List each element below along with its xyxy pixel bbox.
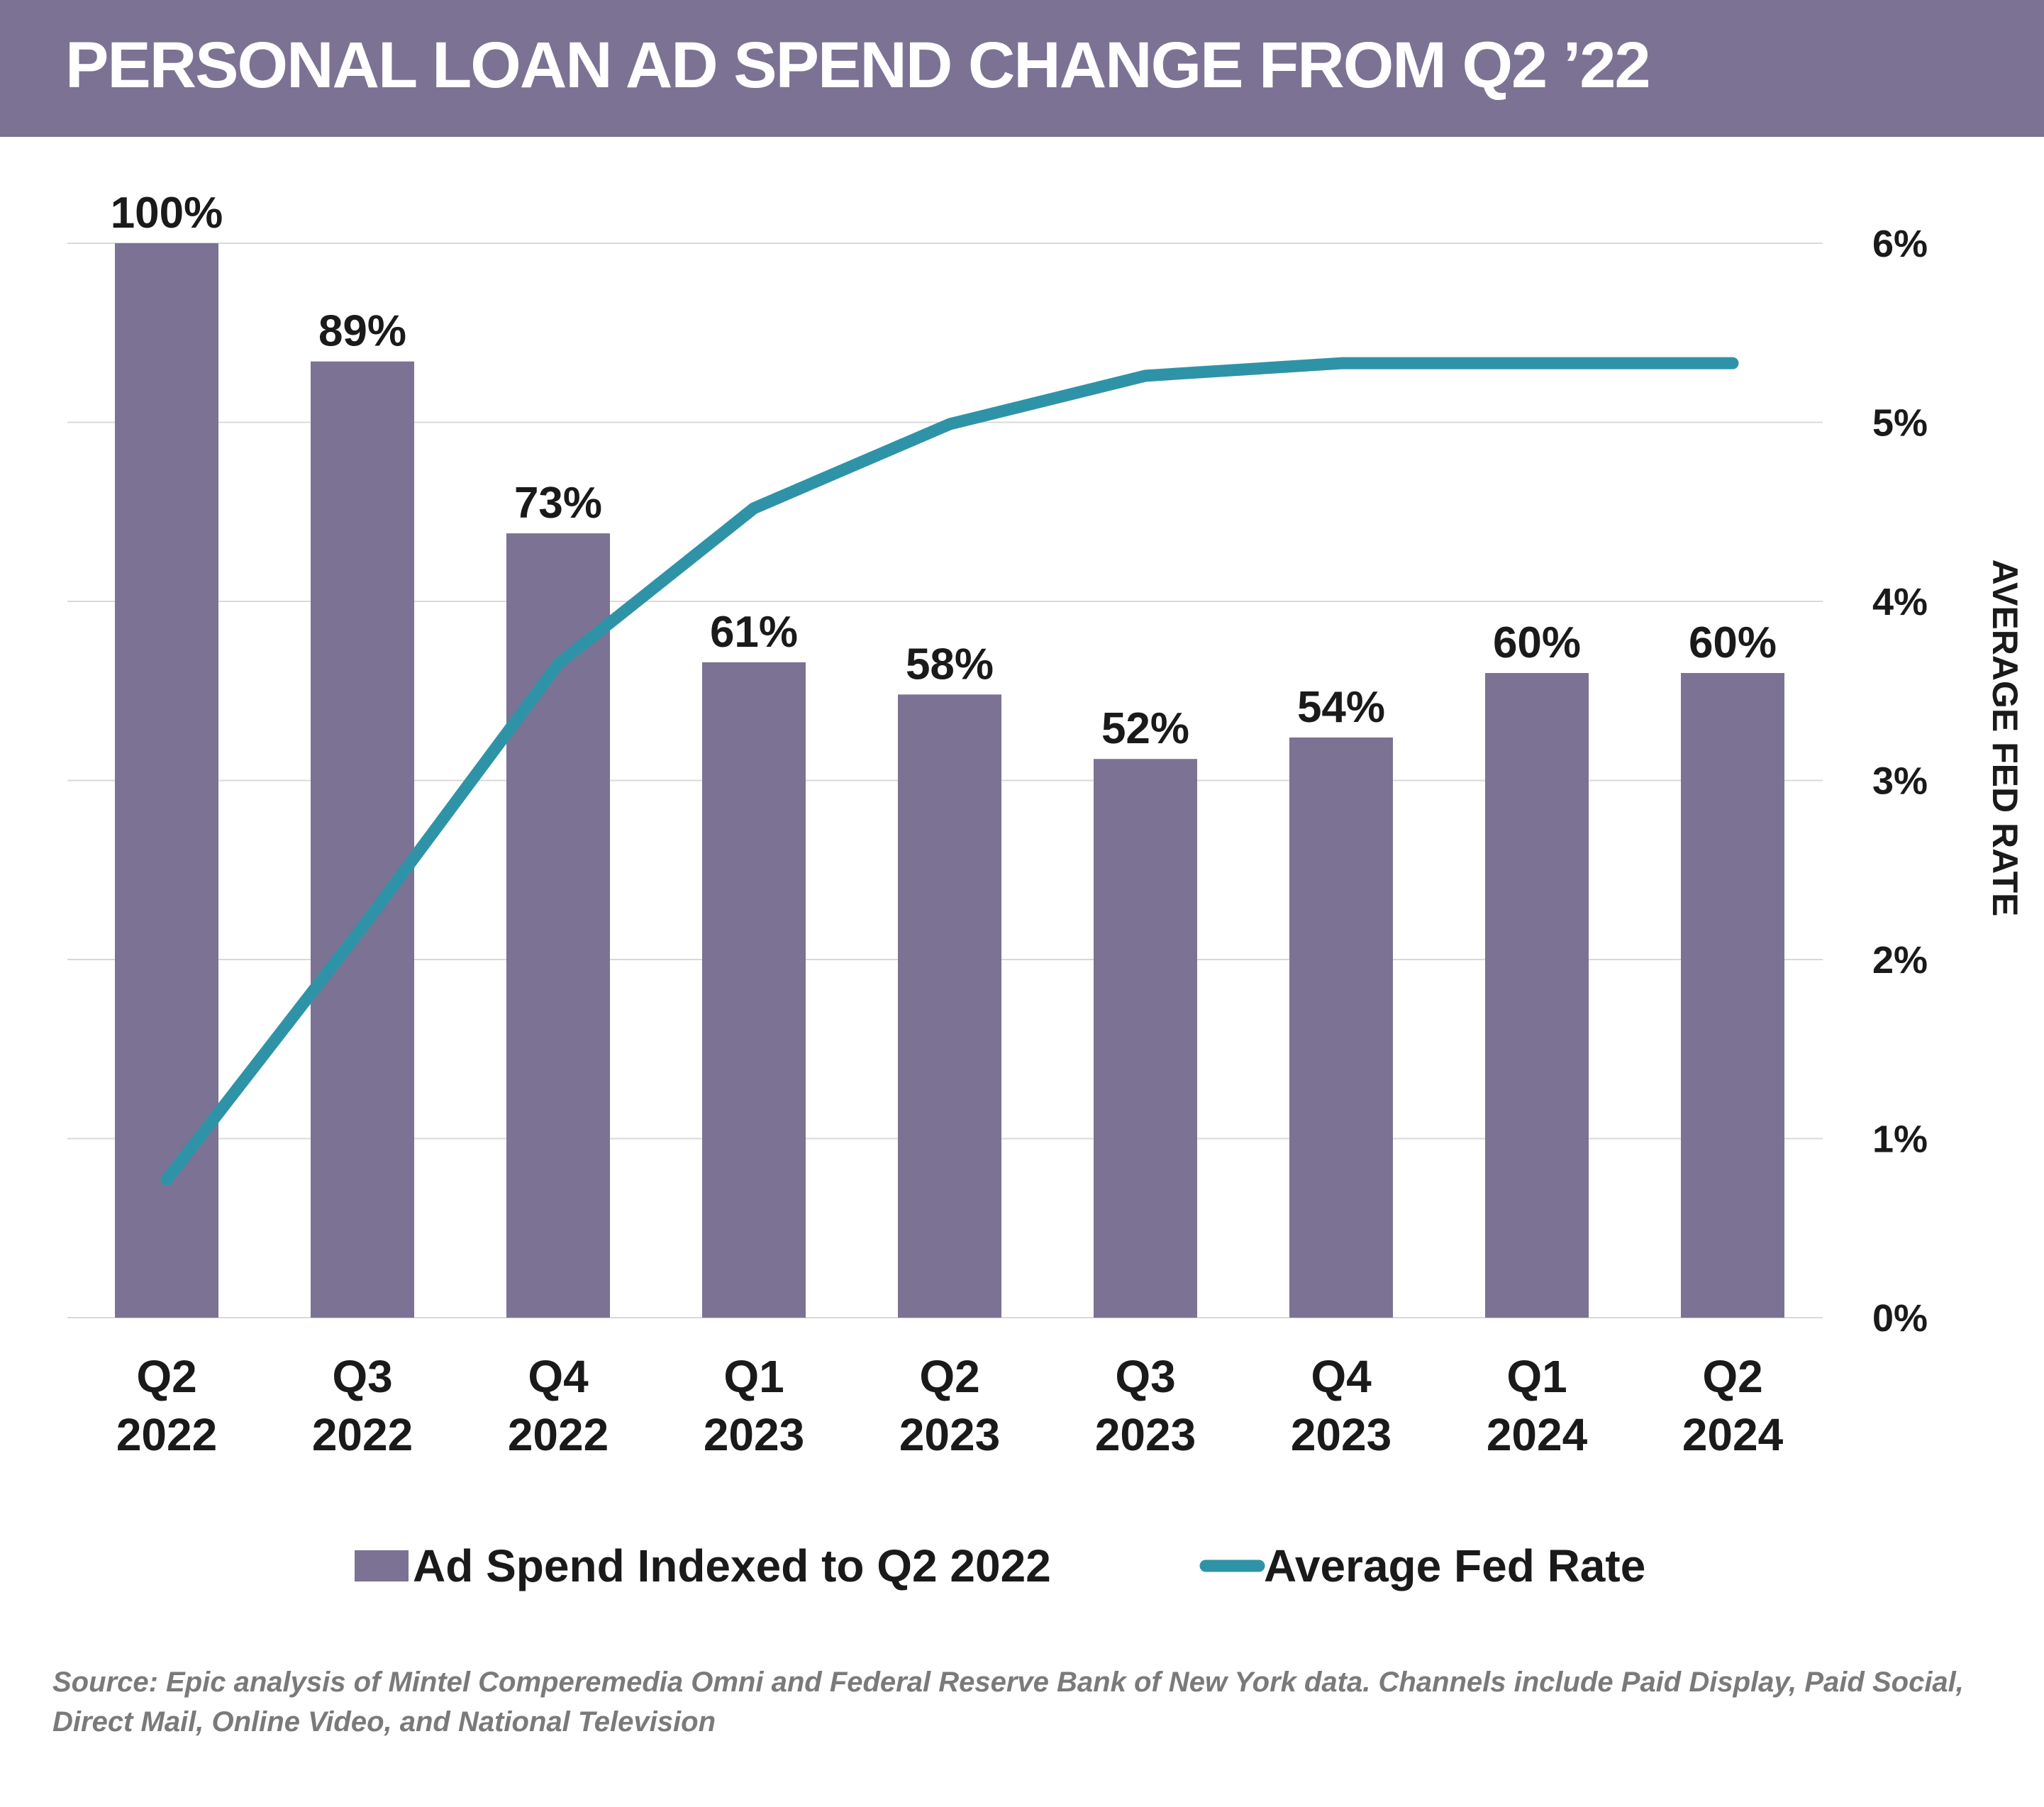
bar-data-label: 89% [318,307,406,356]
x-tick-label: Q4 [528,1351,589,1402]
bar-data-label: 58% [906,640,994,689]
bar-data-label: 60% [1493,618,1581,667]
x-tick-label: Q4 [1311,1351,1372,1402]
y2-tick-label: 2% [1872,939,1928,982]
bar [1485,673,1589,1318]
bar [1289,737,1393,1318]
bar-data-label: 100% [111,189,223,238]
bar [1681,673,1784,1318]
chart-title: PERSONAL LOAN AD SPEND CHANGE FROM Q2 ’2… [65,29,1651,101]
legend-line-label: Average Fed Rate [1264,1540,1645,1591]
x-tick-label: Q3 [332,1351,392,1402]
x-tick-label: 2023 [1291,1409,1392,1460]
bar-data-label: 60% [1689,618,1777,667]
x-tick-label: Q2 [919,1351,979,1402]
chart-area: 0% 1% 2% 3% 4% 5% 6% AVERAGE FED RATE Q2 2022 Q3 20… [67,189,2025,1591]
bar [115,243,218,1318]
x-tick-label: Q2 [1702,1351,1762,1402]
y2-tick-label: 0% [1872,1297,1928,1340]
x-tick-label: 2022 [508,1409,609,1460]
bar-data-label: 73% [514,479,602,528]
x-tick-label: Q2 [136,1351,196,1402]
y2-tick-label: 4% [1872,581,1928,623]
x-tick-label: 2022 [312,1409,413,1460]
source-note: Source: Epic analysis of Mintel Comperem… [52,1667,1964,1738]
x-tick-label: 2024 [1682,1409,1784,1460]
x-tick-label: Q1 [723,1351,784,1402]
y2-tick-label: 1% [1872,1118,1928,1161]
x-tick-label: 2023 [1095,1409,1196,1460]
fed-rate-line [160,357,1739,1186]
bar [1094,759,1197,1318]
y2-axis-title: AVERAGE FED RATE [1985,560,2025,917]
title-band: PERSONAL LOAN AD SPEND CHANGE FROM Q2 ’2… [0,0,2044,137]
bar [702,662,806,1318]
x-tick-label: 2023 [899,1409,1000,1460]
x-tick-label: Q1 [1506,1351,1567,1402]
y2-tick-label: 5% [1872,402,1928,445]
bar-data-label: 54% [1297,683,1385,732]
y2-tick-label: 6% [1872,223,1928,265]
x-tick-label: Q3 [1115,1351,1175,1402]
x-tick-label: 2024 [1487,1409,1588,1460]
x-tick-label: 2022 [116,1409,217,1460]
legend-bar-swatch [355,1550,409,1581]
bar [506,533,610,1318]
bar [898,694,1001,1318]
x-tick-label: 2023 [704,1409,804,1460]
bar-data-label: 52% [1101,704,1189,753]
bar [311,361,414,1318]
y2-tick-label: 3% [1872,760,1928,803]
bar-data-label: 61% [710,608,798,657]
legend-bar-label: Ad Spend Indexed to Q2 2022 [413,1540,1051,1591]
